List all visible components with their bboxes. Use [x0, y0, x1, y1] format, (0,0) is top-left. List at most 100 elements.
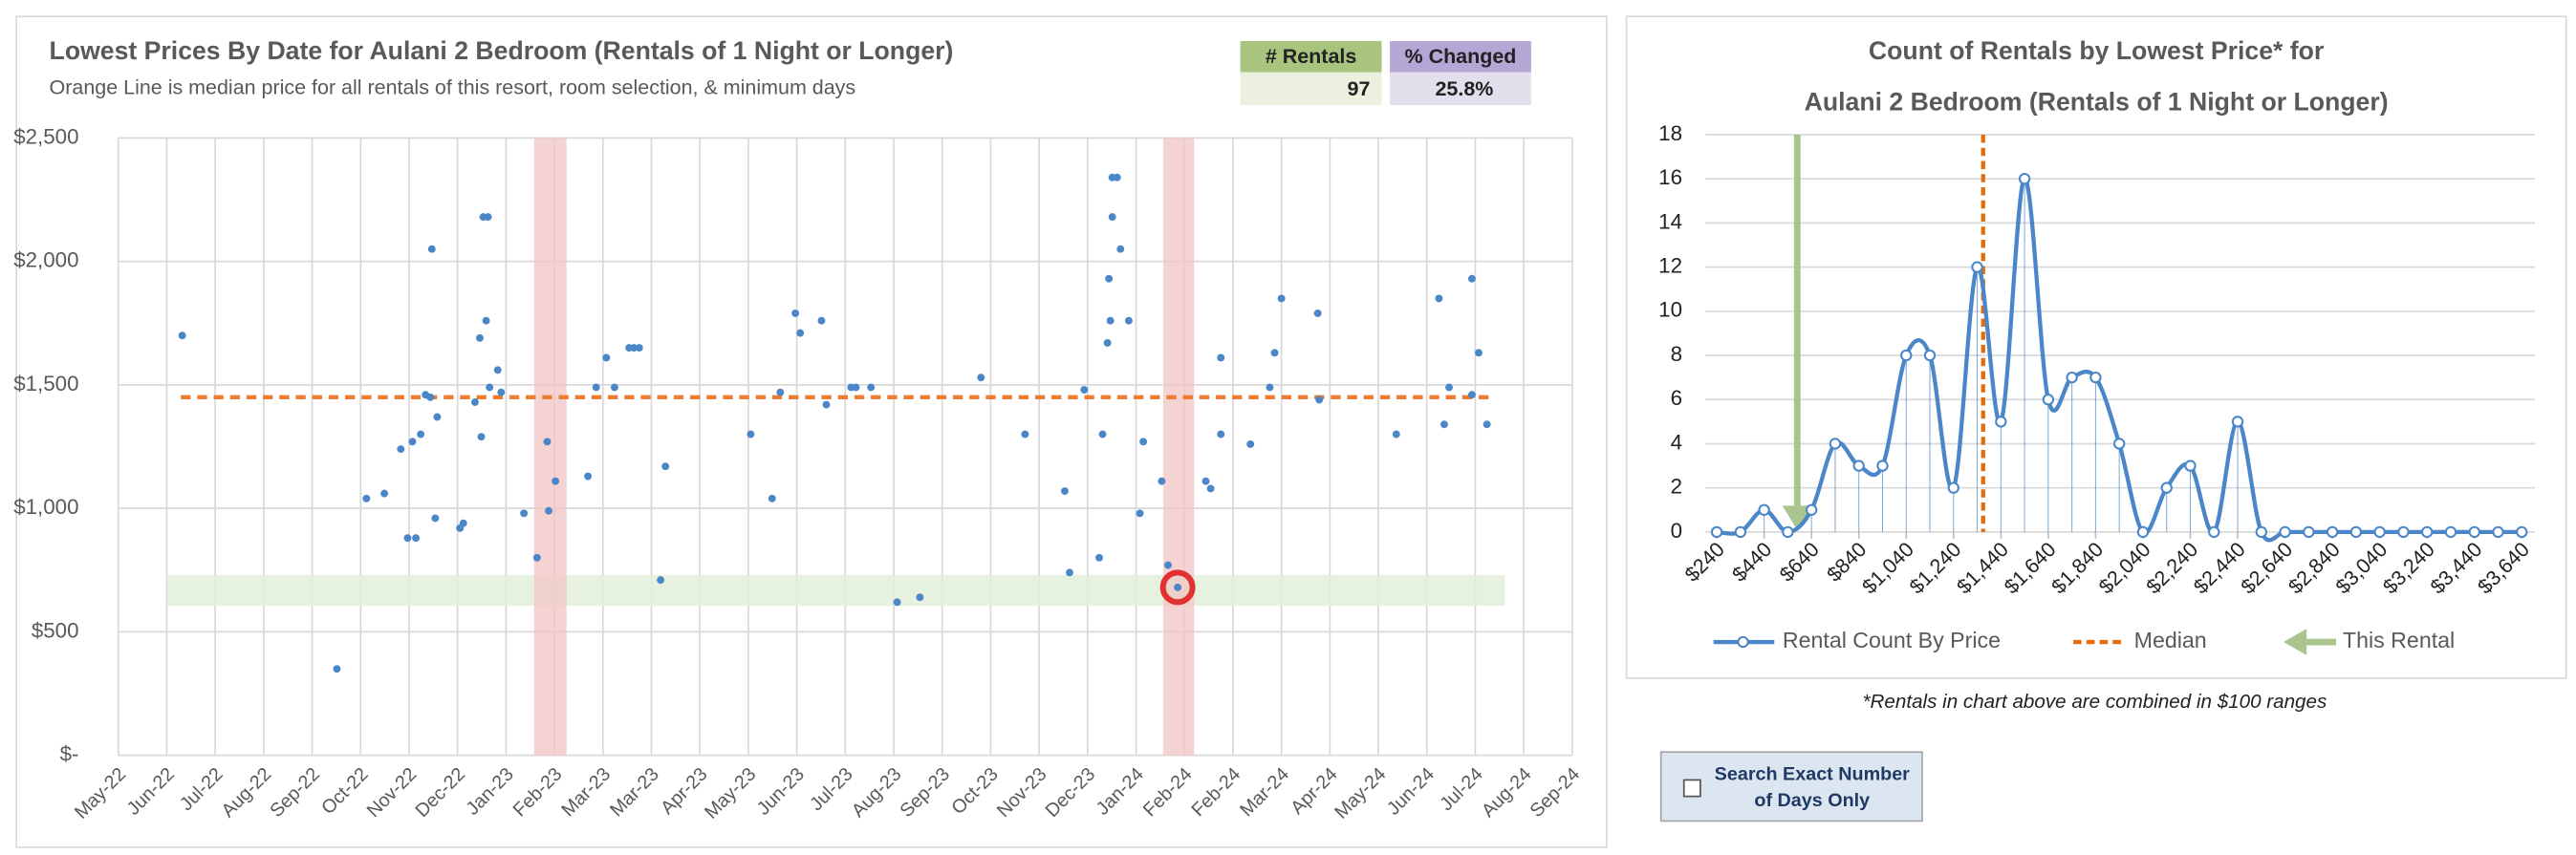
y-tick-label: 18	[1658, 121, 1682, 145]
data-point	[545, 506, 552, 515]
data-point	[482, 316, 490, 325]
data-point	[635, 344, 643, 353]
data-point	[1095, 553, 1103, 562]
data-point	[1139, 438, 1148, 446]
data-point	[532, 553, 541, 562]
data-point	[2468, 525, 2480, 539]
data-point	[1206, 484, 1215, 493]
data-point	[1467, 391, 1476, 399]
data-point	[403, 534, 412, 543]
data-point	[2113, 438, 2126, 450]
checkbox-frame[interactable]	[1659, 751, 1923, 823]
data-point	[2208, 525, 2220, 539]
chart-subtitle: Orange Line is median price for all rent…	[50, 76, 856, 99]
y-tick-label: $2,500	[13, 124, 78, 148]
data-point	[1105, 274, 1114, 283]
header-cell	[1240, 40, 1382, 73]
data-point	[2136, 525, 2150, 539]
data-point	[1483, 420, 1491, 429]
data-point	[657, 576, 665, 585]
y-tick-label: 12	[1658, 254, 1682, 278]
data-point	[333, 665, 341, 673]
chart-title: Count of Rentals by Lowest Price* for	[1869, 36, 2324, 65]
data-point	[796, 329, 805, 337]
data-point	[497, 388, 506, 396]
footnote: *Rentals in chart above are combined in …	[1863, 691, 2327, 713]
data-point	[1876, 460, 1889, 472]
data-point	[2444, 525, 2457, 539]
data-point	[486, 383, 494, 392]
y-tick-label: 14	[1658, 209, 1682, 233]
header-cell	[1390, 40, 1531, 73]
data-point	[893, 598, 901, 607]
data-point	[1947, 481, 1959, 494]
value-cell	[1240, 72, 1382, 106]
stat-header: % Changed	[1405, 45, 1517, 68]
y-tick-label: 4	[1671, 430, 1682, 454]
data-point	[791, 309, 800, 317]
data-point	[768, 494, 776, 502]
data-point	[1734, 525, 1747, 539]
data-point	[2326, 525, 2339, 539]
y-tick-label: 0	[1671, 519, 1682, 543]
data-point	[1782, 525, 1794, 539]
data-point	[747, 430, 755, 438]
data-point	[1021, 430, 1029, 438]
data-point	[380, 489, 389, 498]
this-rental-arrowhead	[1782, 505, 1812, 531]
right-panel	[1625, 15, 2567, 679]
data-point	[484, 213, 492, 222]
data-point	[2042, 394, 2055, 406]
data-point	[916, 593, 924, 602]
data-point	[1805, 503, 1818, 516]
data-point	[1164, 561, 1172, 569]
y-tick-label: 10	[1658, 298, 1682, 322]
price-band	[167, 574, 1505, 607]
data-point	[2303, 525, 2315, 539]
data-point	[1113, 173, 1121, 182]
legend-label: Rental Count By Price	[1783, 628, 2001, 652]
data-point	[1467, 274, 1476, 283]
data-point	[2421, 525, 2434, 539]
this-rental-marker	[1159, 569, 1196, 606]
y-tick-label: 6	[1671, 386, 1682, 410]
data-point	[178, 331, 186, 340]
legend-swatch	[1737, 635, 1749, 649]
checkbox-label[interactable]: Search Exact Number	[1715, 763, 1910, 784]
data-point	[2066, 371, 2078, 384]
data-point	[1116, 245, 1125, 253]
checkbox[interactable]	[1682, 779, 1701, 798]
data-point	[2373, 525, 2386, 539]
data-point	[1201, 477, 1210, 485]
data-point	[2231, 416, 2244, 428]
stat-value: 97	[1348, 77, 1371, 100]
data-point	[1923, 349, 1937, 362]
data-point	[817, 316, 826, 325]
stats-table: # Rentals % Changed 97 25.8%	[1240, 40, 1531, 106]
data-point	[822, 400, 831, 409]
data-point	[610, 383, 618, 392]
data-point	[1971, 261, 1983, 273]
data-point	[2089, 371, 2102, 384]
data-point	[2160, 481, 2173, 494]
data-point	[2397, 525, 2410, 539]
data-point	[1758, 503, 1770, 516]
legend-label: Median	[2134, 628, 2207, 652]
data-point	[1435, 294, 1443, 303]
data-point	[1900, 349, 1913, 362]
data-point	[1246, 439, 1255, 448]
checkbox-control[interactable]: Search Exact Number of Days Only	[1659, 751, 1923, 823]
data-point	[412, 534, 421, 543]
count-line	[1716, 177, 2522, 543]
chart-title: Lowest Prices By Date for Aulani 2 Bedro…	[50, 36, 954, 65]
data-point	[1266, 383, 1274, 392]
data-point	[433, 413, 442, 421]
y-tick-label: $1,500	[13, 372, 78, 395]
checkbox-label[interactable]: of Days Only	[1754, 790, 1870, 811]
data-point	[1108, 213, 1116, 222]
stat-value: 25.8%	[1435, 77, 1493, 100]
data-point	[520, 509, 529, 518]
data-point	[1066, 568, 1074, 577]
data-point	[1080, 386, 1089, 395]
